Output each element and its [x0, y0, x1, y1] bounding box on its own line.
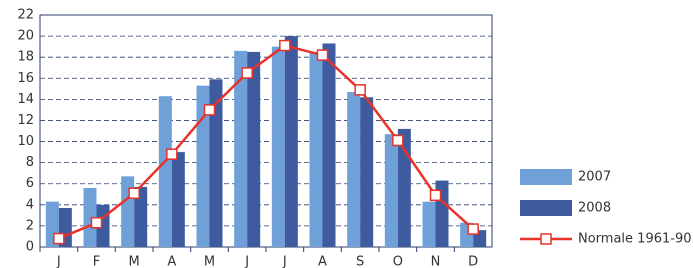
- x-tick-label: N: [431, 255, 441, 268]
- y-tick-label: 18: [17, 50, 34, 65]
- x-tick-label: M: [129, 255, 140, 268]
- line-marker: [167, 149, 177, 159]
- bar: [360, 97, 373, 247]
- bar: [323, 43, 336, 247]
- legend-marker: [541, 234, 551, 244]
- x-tick-label: A: [167, 255, 176, 268]
- y-tick-label: 2: [26, 218, 34, 233]
- bar: [310, 52, 323, 247]
- bar: [347, 92, 360, 247]
- x-tick-label: S: [356, 255, 364, 268]
- x-tick-label: J: [56, 255, 61, 268]
- line-marker: [468, 224, 478, 234]
- legend-swatch: [520, 169, 572, 185]
- legend-label: 2007: [578, 170, 611, 185]
- legend-label: Normale 1961-90: [578, 232, 691, 247]
- bar: [172, 152, 185, 247]
- line-marker: [129, 188, 139, 198]
- y-tick-label: 14: [17, 92, 34, 107]
- y-tick-label: 0: [26, 240, 34, 255]
- x-tick-label: M: [204, 255, 215, 268]
- bar: [247, 52, 260, 247]
- legend-label: 2008: [578, 201, 611, 216]
- x-tick-label: A: [318, 255, 327, 268]
- line-marker: [92, 218, 102, 228]
- line-marker: [280, 41, 290, 51]
- x-tick-label: J: [244, 255, 249, 268]
- y-tick-label: 22: [17, 8, 34, 23]
- y-tick-label: 20: [17, 29, 34, 44]
- line-marker: [393, 135, 403, 145]
- y-tick-label: 8: [26, 155, 34, 170]
- y-tick-label: 4: [26, 197, 34, 212]
- chart: 0 2 4 6 8 10 12 14 16 18 20 22 J F M A M J J A S O N D 2007 2008 N…: [0, 0, 693, 268]
- line-marker: [318, 50, 328, 60]
- bar: [285, 36, 298, 247]
- x-tick-label: D: [468, 255, 478, 268]
- bar: [423, 202, 436, 247]
- bar: [385, 134, 398, 247]
- bar: [121, 176, 134, 247]
- line-marker: [205, 105, 215, 115]
- line-marker: [355, 85, 365, 95]
- y-tick-label: 12: [17, 113, 34, 128]
- bar: [272, 47, 285, 247]
- x-tick-label: O: [393, 255, 403, 268]
- bar: [398, 129, 411, 247]
- line-marker: [242, 68, 252, 78]
- line-marker: [431, 190, 441, 200]
- line-marker: [54, 234, 64, 244]
- bar: [159, 96, 172, 247]
- y-tick-label: 6: [26, 176, 34, 191]
- y-tick-label: 16: [17, 71, 34, 86]
- y-tick-label: 10: [17, 134, 34, 149]
- x-tick-label: F: [93, 255, 100, 268]
- legend-swatch: [520, 200, 572, 216]
- x-tick-label: J: [282, 255, 287, 268]
